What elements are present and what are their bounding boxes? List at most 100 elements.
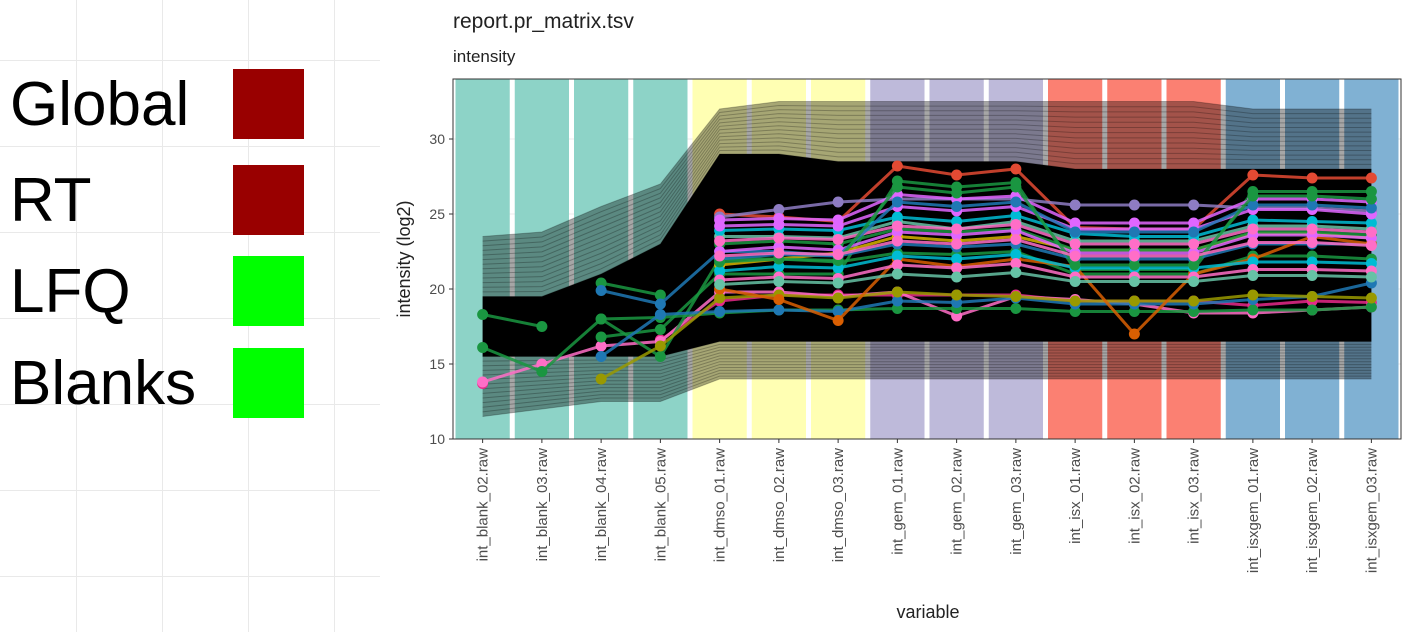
series-point [832,196,844,208]
y-axis-title: intensity (log2) [394,200,414,317]
x-tick-label: int_blank_04.raw [593,448,610,562]
series-point [1306,270,1318,281]
series-point [1010,163,1022,175]
y-tick-label: 20 [429,281,445,297]
x-tick-label: int_dmso_03.raw [830,448,847,562]
series-point [1365,172,1377,184]
background-trace [482,366,1372,399]
series-point [1247,304,1259,316]
series-point [1010,219,1022,230]
legend-item-lfq: LFQ [0,247,320,337]
series-line [482,305,1372,374]
series-line [719,227,1372,252]
series-point [951,262,963,274]
background-trace [482,358,1372,385]
series-point [1365,292,1377,304]
series-point [477,309,489,320]
series-point [654,298,666,310]
series-point [1188,259,1200,271]
series-point [714,250,726,262]
series-point [951,289,963,301]
series-point [951,223,963,235]
series-point [1188,217,1200,229]
x-tick-label: int_isx_01.raw [1067,448,1084,544]
series-point [1010,234,1022,245]
series-point [1128,328,1140,340]
series-point [595,340,607,352]
x-tick-label: int_blank_03.raw [534,448,551,562]
background-trace [482,375,1372,413]
y-tick-label: 10 [429,431,445,447]
y-tick-label: 30 [429,131,445,147]
series-point [832,277,844,289]
intensity-line-chart: report.pr_matrix.tsv intensity 10 15 20 25 3… [380,0,1419,632]
series-point [595,285,607,296]
legend-swatch [233,165,304,235]
series-point [951,187,963,199]
series-point [1069,217,1081,229]
series-point [536,366,548,377]
background-trace [482,141,1372,284]
x-axis-title: variable [896,602,959,622]
series-point [654,309,666,320]
series-point [951,238,963,250]
series-line [719,192,1372,225]
legend-label: RT [10,166,92,235]
series-point [1128,250,1140,262]
series-point [714,292,726,304]
series-point [1188,199,1200,211]
series-point [1247,289,1259,301]
legend-swatch [233,256,304,326]
series-point [1188,250,1200,262]
series-point [1306,190,1318,202]
background-trace [482,355,1372,381]
series-point [1010,258,1022,269]
x-tick-label: int_isx_03.raw [1186,448,1203,544]
series-point [714,235,726,247]
series-point [1128,295,1140,307]
series-point [595,313,607,325]
series-line [719,270,1372,286]
background-trace [482,149,1372,293]
series-point [1306,199,1318,211]
series-point [1010,267,1022,278]
background-trace [482,121,1372,261]
series-point [1306,291,1318,302]
series-point [891,181,903,193]
series-point [1247,199,1259,211]
x-tick-label: int_blank_05.raw [652,448,669,562]
x-tick-label: int_gem_02.raw [949,448,966,555]
series-point [773,304,785,316]
series-point [1247,270,1259,281]
series-point [773,247,785,259]
series-point [891,286,903,298]
series-point [1306,172,1318,184]
background-trace [482,361,1372,390]
series-point [1069,226,1081,238]
legend-item-rt: RT [0,156,320,246]
background-trace [482,349,1372,371]
series-point [1188,295,1200,307]
series-point [773,213,785,224]
series-point [654,289,666,301]
legend-item-blanks: Blanks [0,339,320,429]
series-line [719,252,1372,273]
series-point [951,253,963,265]
series-point [1365,217,1377,229]
series-point [1306,223,1318,235]
series-point [1365,193,1377,205]
background-trace [482,125,1372,265]
chart-subtitle: intensity [453,47,516,66]
series-point [654,324,666,335]
series-point [1069,199,1081,211]
background-trace [482,129,1372,270]
x-tick-label: int_isxgem_01.raw [1245,448,1262,573]
background-trace [482,352,1372,376]
series-point [1128,259,1140,271]
series-point [1069,276,1081,287]
series-point [832,315,844,326]
x-tick-label: int_isx_02.raw [1126,448,1143,544]
series-point [891,295,903,307]
series-point [1128,199,1140,211]
series-point [1306,304,1318,316]
